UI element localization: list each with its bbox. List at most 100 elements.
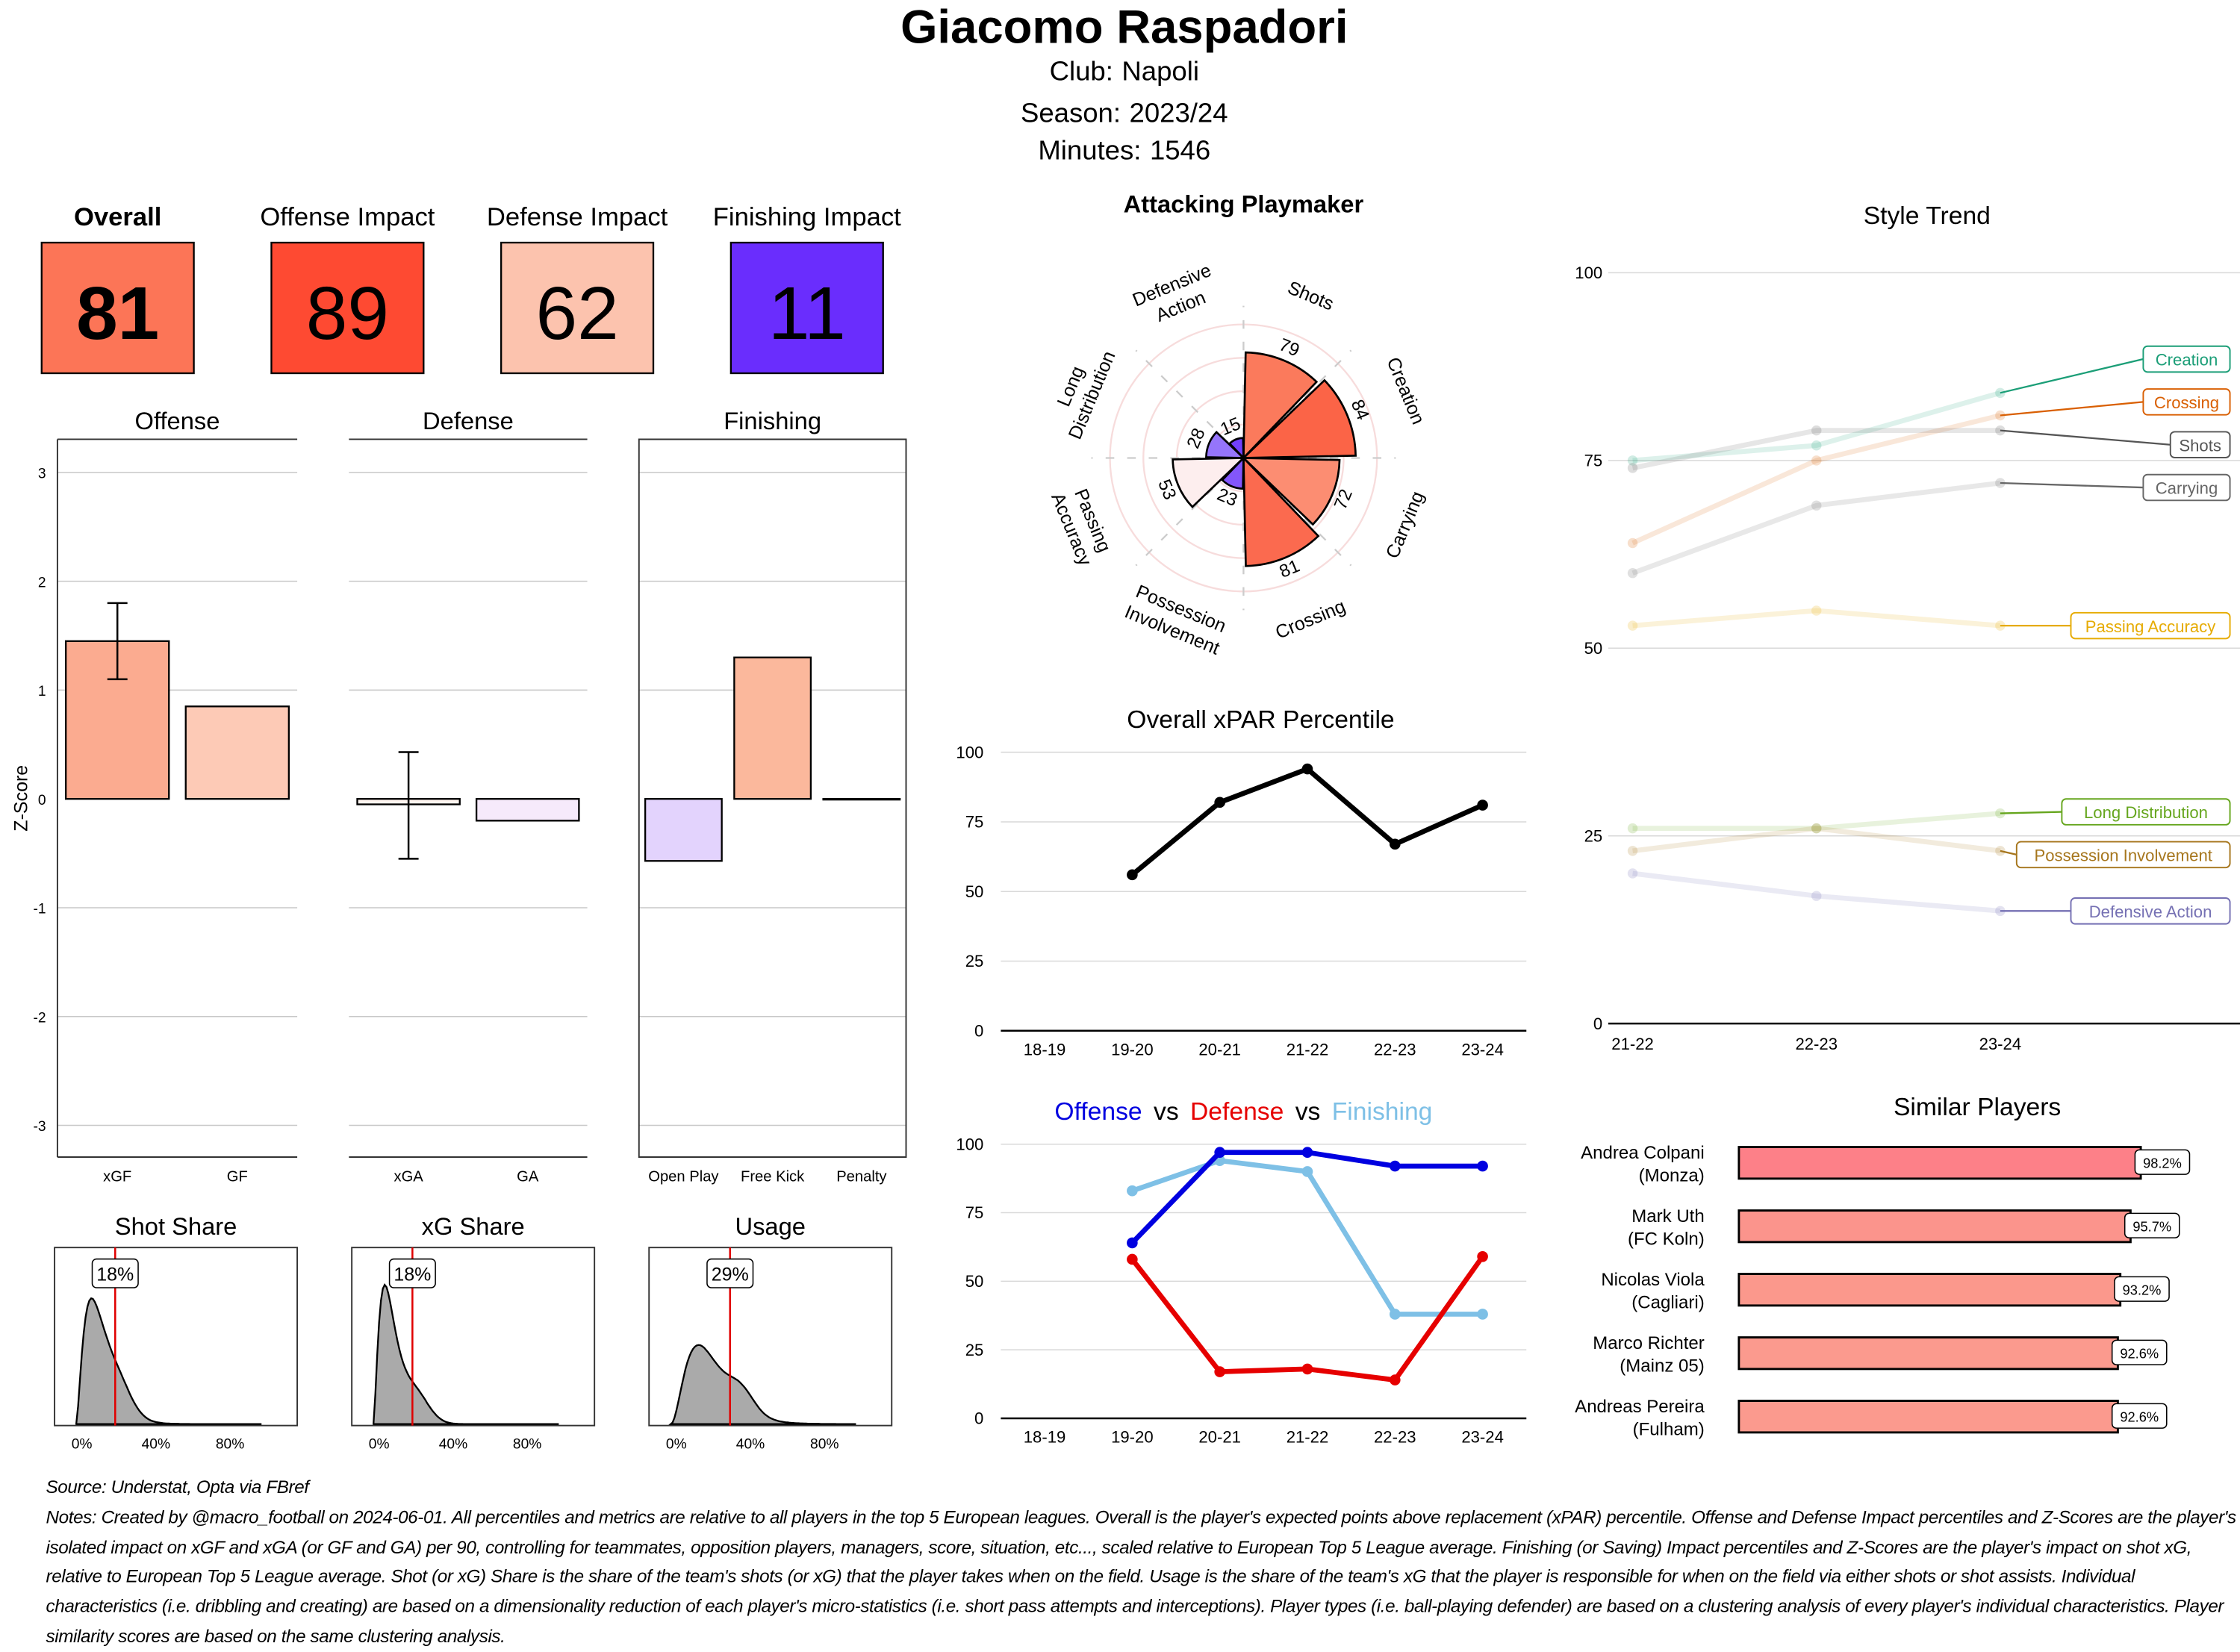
- data-point: [1477, 799, 1488, 811]
- x-tick-label: 21-22: [1611, 1035, 1654, 1053]
- trend-point: [1811, 500, 1822, 511]
- trend-line-faded: [1631, 480, 2001, 576]
- radar-bar-crossing: [1242, 455, 1320, 567]
- series-xpar: [1127, 763, 1488, 881]
- data-point: [1477, 1309, 1488, 1320]
- density-curve: [373, 1283, 559, 1425]
- density-panel: xG Share 18% 0% 40% 80%: [351, 1212, 596, 1452]
- data-point: [1127, 1237, 1138, 1249]
- x-tick-label: 40%: [736, 1436, 765, 1452]
- tile-label: Finishing Impact: [713, 203, 901, 231]
- tile-box: [40, 241, 195, 375]
- x-tick-label: 23-24: [1461, 1428, 1504, 1447]
- value-label-box: [388, 1258, 436, 1288]
- data-point: [1127, 1253, 1138, 1265]
- minutes-value: 1546: [1150, 134, 1210, 165]
- radar-category-line: Creation: [1382, 355, 1428, 428]
- club-value: Napoli: [1121, 56, 1199, 87]
- style-series-long-distribution: Long Distribution: [1627, 798, 2231, 834]
- x-tick-label: 22-23: [1374, 1040, 1416, 1059]
- data-point: [1301, 1363, 1313, 1375]
- data-point: [1127, 869, 1138, 881]
- error-bar: [107, 602, 128, 681]
- player-name: Nicolas Viola: [1601, 1270, 1705, 1290]
- x-tick-label: 20-21: [1198, 1428, 1241, 1447]
- radar-category-line: Shots: [1284, 277, 1337, 314]
- similarity-label: 98.2%: [2143, 1155, 2182, 1171]
- x-tick-label: 21-22: [1287, 1040, 1329, 1059]
- radar-bar-possession-involvement: [1221, 455, 1245, 490]
- ovd-title: Offense vs Defense vs Finishing: [1054, 1098, 1432, 1126]
- series-defense: [1127, 1251, 1488, 1386]
- y-tick-label: 3: [38, 467, 46, 482]
- trend-line-latest: [2000, 481, 2144, 489]
- radar-category-label: PassingAccuracy: [1047, 481, 1117, 569]
- similarity-bar: [1737, 1273, 2122, 1307]
- trend-point: [1627, 823, 1638, 834]
- club-label: Club:: [1050, 56, 1113, 87]
- panel-title: Defense: [423, 407, 514, 434]
- y-tick-label: 75: [965, 1203, 984, 1222]
- y-tick-label: 100: [1575, 264, 1602, 282]
- series-label-box: [2070, 897, 2231, 925]
- notes-text: Notes: Created by @macro_football on 202…: [46, 1506, 2237, 1647]
- similar-player-row: Marco Richter (Mainz 05) 92.6%: [1593, 1333, 2168, 1377]
- series-label-box: [2142, 473, 2231, 502]
- y-tick-label: 2: [38, 575, 46, 590]
- style-trend-chart: Style Trend 0 25 50 75 100 21-22 22-23 23-24 Crea…: [1575, 202, 2240, 1053]
- player-name: Andreas Pereira: [1575, 1397, 1705, 1417]
- data-point: [1214, 797, 1225, 808]
- trend-line-faded: [1631, 428, 2000, 471]
- trend-line-latest: [2000, 850, 2017, 855]
- value-label: 18%: [393, 1264, 431, 1285]
- style-series-carrying: Carrying: [1627, 473, 2231, 579]
- trend-point: [1811, 455, 1822, 466]
- player-club: (Mainz 05): [1620, 1356, 1704, 1377]
- series-label: Creation: [2156, 351, 2218, 370]
- season-line: Season: 2023/24: [1021, 97, 1228, 128]
- style-series-creation: Creation: [1627, 345, 2231, 466]
- x-tick-label: 0%: [72, 1436, 93, 1452]
- tile-box: [729, 241, 884, 375]
- season-label: Season:: [1021, 97, 1121, 128]
- tile-box: [270, 241, 425, 375]
- y-tick-label: 1: [38, 684, 46, 699]
- x-tick-label: 18-19: [1024, 1428, 1066, 1447]
- series-label: Shots: [2179, 436, 2221, 455]
- similarity-label-box: [2111, 1339, 2168, 1365]
- bar-free-kick: [733, 656, 812, 800]
- trend-line-latest: [2000, 429, 2171, 446]
- density-curve: [668, 1344, 856, 1425]
- series-line: [1130, 1255, 1485, 1383]
- series-line: [1131, 1158, 1483, 1317]
- radar-category-label: Crossing: [1272, 596, 1348, 643]
- x-tick-label: 0%: [369, 1436, 390, 1452]
- data-point: [1477, 1251, 1488, 1262]
- radar-ring: [1142, 357, 1345, 559]
- x-tick-label: 18-19: [1024, 1040, 1066, 1059]
- y-tick-label: 0: [974, 1021, 983, 1040]
- y-tick-label: 50: [1584, 639, 1603, 658]
- series-label-box: [2015, 841, 2231, 869]
- y-tick-label: 50: [965, 882, 984, 901]
- similarity-label: 92.6%: [2120, 1409, 2159, 1424]
- series-label: Long Distribution: [2084, 803, 2208, 822]
- impact-tile: Defense Impact 62: [487, 203, 668, 375]
- xpar-percentile-chart: 0 25 50 75 100 18-19 19-20 20-21 21-22 22-23 23-24…: [956, 706, 1527, 1059]
- x-tick-label: 40%: [439, 1436, 467, 1452]
- data-point: [1301, 1166, 1313, 1177]
- radar-category-label: Carrying: [1382, 488, 1428, 561]
- player-name: Mark Uth: [1631, 1206, 1704, 1226]
- x-tick-label: Open Play: [648, 1169, 719, 1185]
- trend-point: [1627, 455, 1638, 466]
- radar-category-label: PossessionInvolvement: [1121, 580, 1231, 659]
- title-part: Defense: [1190, 1098, 1284, 1126]
- trend-point: [1627, 846, 1638, 856]
- x-tick-label: GA: [517, 1169, 539, 1185]
- similarity-bar: [1737, 1209, 2132, 1244]
- panel-title: Finishing: [724, 407, 821, 434]
- style-series-defensive-action: Defensive Action: [1627, 868, 2231, 925]
- y-tick-label: -1: [33, 902, 46, 917]
- player-club: (Monza): [1639, 1166, 1705, 1186]
- data-point: [1214, 1147, 1225, 1159]
